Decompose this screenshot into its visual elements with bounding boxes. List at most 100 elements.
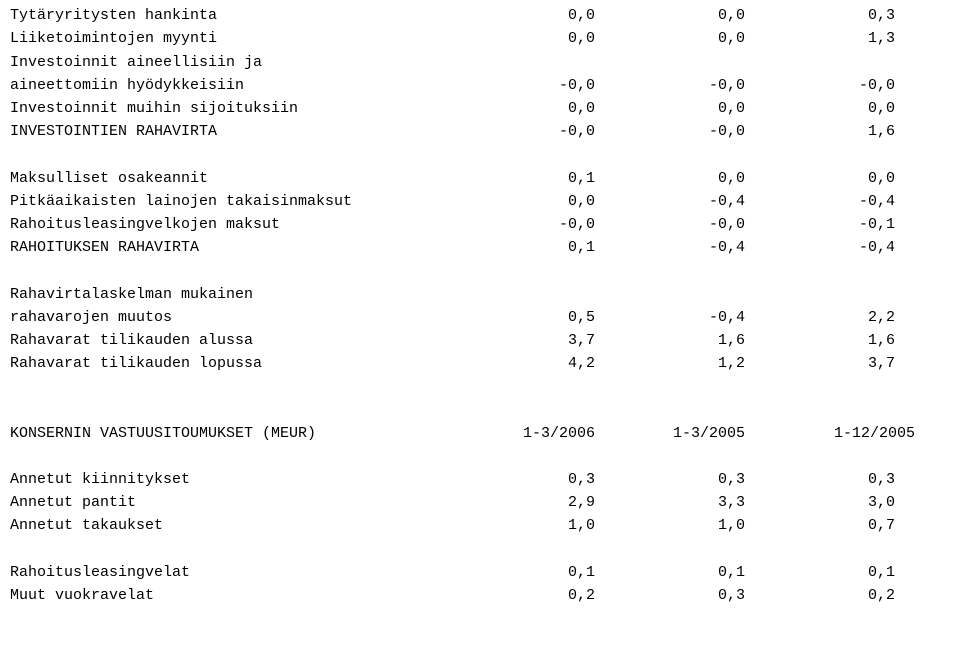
row-col3: -0,4: [745, 236, 895, 259]
row-col2: 0,0: [595, 27, 745, 50]
row-label: Tytäryritysten hankinta: [10, 4, 445, 27]
row-label: Muut vuokravelat: [10, 584, 445, 607]
row-label: Pitkäaikaisten lainojen takaisinmaksut: [10, 190, 445, 213]
row-col2: 0,0: [595, 4, 745, 27]
row-col1: 0,1: [445, 561, 595, 584]
table-row: Investoinnit aineellisiin ja: [10, 51, 950, 74]
table-row: Maksulliset osakeannit 0,1 0,0 0,0: [10, 167, 950, 190]
table-header: KONSERNIN VASTUUSITOUMUKSET (MEUR) 1-3/2…: [10, 422, 950, 445]
row-col2: 1,2: [595, 352, 745, 375]
row-col1: 0,3: [445, 468, 595, 491]
table-row: aineettomiin hyödykkeisiin -0,0 -0,0 -0,…: [10, 74, 950, 97]
section-commitments: Annetut kiinnitykset 0,3 0,3 0,3 Annetut…: [10, 468, 950, 538]
row-label: Annetut kiinnitykset: [10, 468, 445, 491]
row-col2: 1,6: [595, 329, 745, 352]
row-label: Rahavarat tilikauden lopussa: [10, 352, 445, 375]
section-spacer: [10, 538, 950, 561]
table-row: Liiketoimintojen myynti 0,0 0,0 1,3: [10, 27, 950, 50]
section-investments: Tytäryritysten hankinta 0,0 0,0 0,3 Liik…: [10, 4, 950, 144]
table-row: RAHOITUKSEN RAHAVIRTA 0,1 -0,4 -0,4: [10, 236, 950, 259]
row-col3: 0,3: [745, 468, 895, 491]
table-row: Rahoitusleasingvelat 0,1 0,1 0,1: [10, 561, 950, 584]
row-col1: -0,0: [445, 213, 595, 236]
row-label: Rahavarat tilikauden alussa: [10, 329, 445, 352]
row-col2: -0,4: [595, 306, 745, 329]
row-col1: [445, 283, 595, 306]
row-col3: 2,2: [745, 306, 895, 329]
header-col3: 1-12/2005: [745, 422, 915, 445]
header-label: KONSERNIN VASTUUSITOUMUKSET (MEUR): [10, 422, 445, 445]
row-col2: 0,0: [595, 97, 745, 120]
row-col1: 0,0: [445, 27, 595, 50]
row-col3: -0,4: [745, 190, 895, 213]
row-col3: 0,3: [745, 4, 895, 27]
table-row: rahavarojen muutos 0,5 -0,4 2,2: [10, 306, 950, 329]
row-col1: [445, 51, 595, 74]
section-leasing: Rahoitusleasingvelat 0,1 0,1 0,1 Muut vu…: [10, 561, 950, 608]
row-col1: 0,0: [445, 4, 595, 27]
table-row: Investoinnit muihin sijoituksiin 0,0 0,0…: [10, 97, 950, 120]
row-label: RAHOITUKSEN RAHAVIRTA: [10, 236, 445, 259]
row-col1: 0,0: [445, 190, 595, 213]
row-label: Rahoitusleasingvelkojen maksut: [10, 213, 445, 236]
row-col1: 0,1: [445, 167, 595, 190]
section-financing: Maksulliset osakeannit 0,1 0,0 0,0 Pitkä…: [10, 167, 950, 260]
row-col1: 1,0: [445, 514, 595, 537]
row-col2: 0,1: [595, 561, 745, 584]
row-col1: 0,1: [445, 236, 595, 259]
table-row: Rahavirtalaskelman mukainen: [10, 283, 950, 306]
section-spacer: [10, 260, 950, 283]
table-row: Annetut pantit 2,9 3,3 3,0: [10, 491, 950, 514]
row-col1: 0,2: [445, 584, 595, 607]
row-label: rahavarojen muutos: [10, 306, 445, 329]
row-col3: 0,0: [745, 167, 895, 190]
row-col2: -0,0: [595, 74, 745, 97]
row-col3: -0,1: [745, 213, 895, 236]
row-col1: -0,0: [445, 120, 595, 143]
row-col3: 1,3: [745, 27, 895, 50]
row-col3: [745, 51, 895, 74]
row-label: aineettomiin hyödykkeisiin: [10, 74, 445, 97]
row-col3: [745, 283, 895, 306]
table-row: Tytäryritysten hankinta 0,0 0,0 0,3: [10, 4, 950, 27]
row-col3: 0,1: [745, 561, 895, 584]
row-col2: 1,0: [595, 514, 745, 537]
row-col3: 0,7: [745, 514, 895, 537]
row-label: Annetut takaukset: [10, 514, 445, 537]
row-col2: 0,0: [595, 167, 745, 190]
row-col1: 2,9: [445, 491, 595, 514]
row-col1: 0,5: [445, 306, 595, 329]
row-label: Rahoitusleasingvelat: [10, 561, 445, 584]
table-row: Pitkäaikaisten lainojen takaisinmaksut 0…: [10, 190, 950, 213]
section-spacer: [10, 399, 950, 422]
row-col2: -0,4: [595, 190, 745, 213]
row-col1: 3,7: [445, 329, 595, 352]
section-spacer: [10, 445, 950, 468]
section-cashflow: Rahavirtalaskelman mukainen rahavarojen …: [10, 283, 950, 376]
row-col2: -0,0: [595, 120, 745, 143]
row-col2: 3,3: [595, 491, 745, 514]
header-col1: 1-3/2006: [445, 422, 595, 445]
table-row: INVESTOINTIEN RAHAVIRTA -0,0 -0,0 1,6: [10, 120, 950, 143]
row-col3: 0,0: [745, 97, 895, 120]
row-col2: [595, 51, 745, 74]
table-row: Rahoitusleasingvelkojen maksut -0,0 -0,0…: [10, 213, 950, 236]
header-col2: 1-3/2005: [595, 422, 745, 445]
row-col3: -0,0: [745, 74, 895, 97]
table-row: Rahavarat tilikauden alussa 3,7 1,6 1,6: [10, 329, 950, 352]
row-col3: 1,6: [745, 120, 895, 143]
table-row: Rahavarat tilikauden lopussa 4,2 1,2 3,7: [10, 352, 950, 375]
row-col2: -0,4: [595, 236, 745, 259]
row-col2: 0,3: [595, 468, 745, 491]
row-col3: 1,6: [745, 329, 895, 352]
row-label: Investoinnit aineellisiin ja: [10, 51, 445, 74]
document-page: Tytäryritysten hankinta 0,0 0,0 0,3 Liik…: [0, 0, 960, 666]
table-row: Annetut takaukset 1,0 1,0 0,7: [10, 514, 950, 537]
section-spacer: [10, 144, 950, 167]
table-row: Muut vuokravelat 0,2 0,3 0,2: [10, 584, 950, 607]
row-col2: 0,3: [595, 584, 745, 607]
row-col3: 0,2: [745, 584, 895, 607]
row-col1: 4,2: [445, 352, 595, 375]
row-label: Annetut pantit: [10, 491, 445, 514]
row-col3: 3,7: [745, 352, 895, 375]
